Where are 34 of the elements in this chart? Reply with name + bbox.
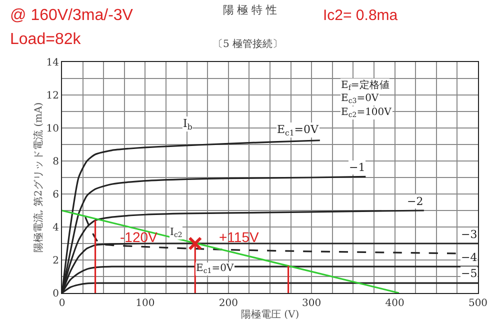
annotation: +115V [219, 229, 260, 245]
x-tick-label: 200 [218, 298, 238, 309]
series-label: −5 [461, 267, 478, 280]
series-label: −4 [461, 251, 478, 264]
x-tick-label: 300 [302, 298, 322, 309]
annotation: E$_{f}$=定格値 [341, 79, 390, 92]
x-axis-title: 陽極電圧 (V) [240, 308, 300, 320]
annotation: I$_{b}$ [183, 117, 192, 132]
series-label: −1 [349, 161, 366, 174]
chart-title: 陽 極 特 性 [222, 4, 278, 17]
text: Load=82k [10, 31, 82, 48]
annotation: E$_{c2}$=100V [341, 107, 392, 120]
y-tick-label: 14 [46, 58, 59, 68]
y-tick-label: 10 [46, 124, 59, 134]
y-tick-label: 12 [46, 90, 59, 102]
y-tick-label: 0 [52, 288, 59, 300]
y-axis-title: 陽極電流, 第2グリッド電流 (mA) [32, 102, 44, 253]
y-tick-label: 6 [52, 190, 59, 200]
y-tick-label: 4 [52, 222, 59, 234]
x-tick-label: 400 [385, 298, 404, 309]
text: Ic2= 0.8ma [323, 7, 398, 24]
annotation: E$_{c1}$=0V [196, 263, 234, 276]
x-tick-label: 500 [468, 298, 488, 309]
x-tick-label: 100 [136, 298, 155, 309]
y-tick-label: 2 [52, 256, 59, 266]
y-tick-label: 8 [52, 156, 59, 168]
annotation: -120V [120, 229, 158, 245]
text: @ 160V/3ma/-3V [10, 7, 134, 24]
annotation: E$_{c3}$=0V [341, 93, 380, 106]
series-label: −3 [461, 228, 478, 241]
series-label: E$_{c1}$=0V [277, 123, 320, 138]
chart-subtitle: 〔5 極管接続〕 [213, 38, 283, 50]
annotation: I$_{c2}$ [170, 227, 182, 240]
series-label: −2 [407, 195, 424, 208]
